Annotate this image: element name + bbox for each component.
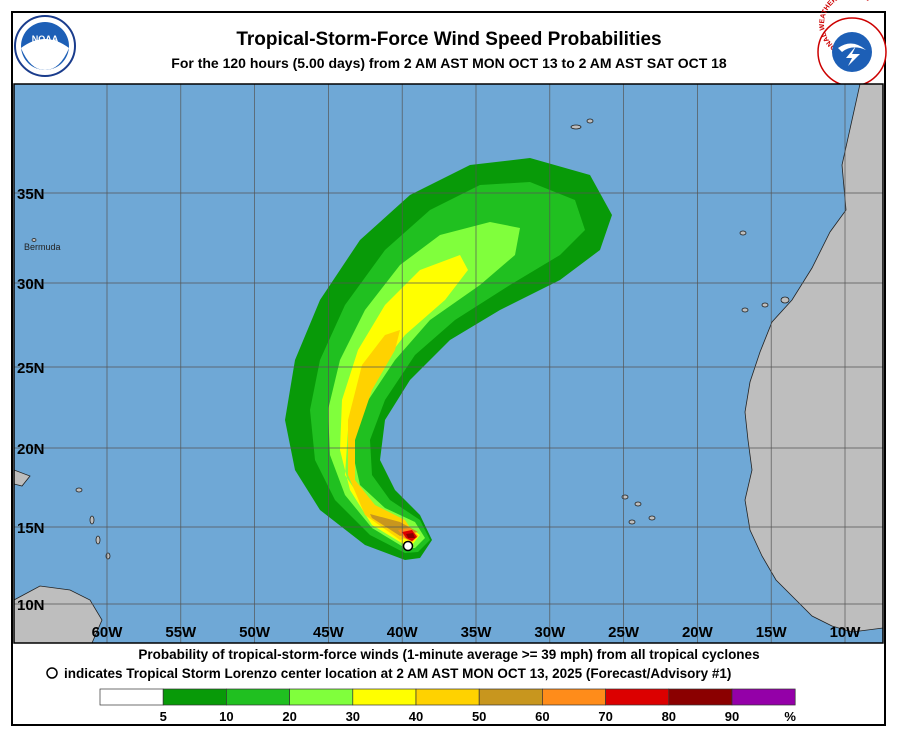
cape-verde	[648, 515, 656, 521]
legend-label: 40	[409, 709, 423, 724]
puerto-rico	[14, 469, 31, 487]
legend-label: 50	[472, 709, 486, 724]
legend-label: 90	[725, 709, 739, 724]
madeira	[739, 230, 747, 236]
noaa-text: NOAA	[32, 34, 59, 44]
lat-label: 30N	[17, 276, 45, 293]
canaries	[780, 296, 790, 304]
island	[89, 515, 95, 525]
lat-label: 15N	[17, 520, 45, 537]
subtitle: For the 120 hours (5.00 days) from 2 AM …	[171, 55, 727, 71]
lat-label: 35N	[17, 186, 45, 203]
swath-band	[406, 533, 415, 538]
canaries	[761, 302, 769, 308]
legend-swatch	[605, 688, 670, 706]
legend-swatch	[352, 688, 417, 706]
footer-line2: indicates Tropical Storm Lorenzo center …	[64, 666, 731, 681]
bermuda	[31, 238, 37, 242]
legend-swatch	[162, 688, 227, 706]
legend-swatch	[226, 688, 290, 706]
cape-verde	[634, 501, 642, 507]
legend-label: 30	[346, 709, 360, 724]
legend-swatch	[415, 688, 480, 706]
land	[14, 84, 883, 643]
noaa-logo: NOAA	[14, 15, 76, 77]
lon-label: 40W	[387, 624, 419, 641]
lon-label: 55W	[165, 624, 197, 641]
lon-label: 30W	[534, 624, 566, 641]
island	[105, 552, 111, 560]
lat-label: 10N	[17, 597, 45, 614]
footer-line1: Probability of tropical-storm-force wind…	[138, 647, 759, 662]
legend-label: 10	[219, 709, 233, 724]
cape-verde	[628, 519, 636, 525]
legend-swatch	[289, 688, 354, 706]
legend: 5 10 20 30 40 50 60 70 80 90%	[99, 688, 796, 724]
place-label: Bermuda	[24, 242, 61, 252]
map: Bermuda 35N 30N 25N 20N 15N 10N 60W 55W 50W 45W 40…	[14, 84, 883, 643]
lat-label: 20N	[17, 441, 45, 458]
island	[75, 487, 83, 493]
swath-band	[310, 182, 585, 553]
map-border	[13, 83, 884, 644]
graticule	[14, 84, 883, 643]
lon-label: 10W	[830, 624, 862, 641]
legend-label: 70	[598, 709, 612, 724]
cape-verde	[621, 494, 629, 500]
swath-band	[328, 222, 520, 548]
legend-swatch	[668, 688, 733, 706]
legend-label: 60	[535, 709, 549, 724]
storm-center	[402, 540, 414, 552]
lon-label: 20W	[682, 624, 714, 641]
lon-label: 15W	[756, 624, 788, 641]
lon-label: 25W	[608, 624, 640, 641]
lon-label: 60W	[92, 624, 124, 641]
ocean	[14, 84, 883, 643]
lon-label: 35W	[461, 624, 493, 641]
lon-label: 50W	[239, 624, 271, 641]
center-symbol	[46, 667, 58, 679]
title: Tropical-Storm-Force Wind Speed Probabil…	[236, 29, 661, 50]
canaries	[741, 307, 749, 313]
island	[95, 535, 101, 545]
legend-label: 80	[662, 709, 676, 724]
swath-band	[348, 330, 415, 540]
azores	[570, 124, 582, 130]
south-america	[14, 585, 103, 643]
probability-swath	[285, 158, 612, 560]
swath-band	[340, 255, 468, 545]
axis-labels: 35N 30N 25N 20N 15N 10N 60W 55W 50W 45W 40W 35W 30W 2…	[17, 186, 861, 641]
lon-label: 45W	[313, 624, 345, 641]
legend-label: 5	[160, 709, 167, 724]
legend-swatch	[731, 688, 796, 706]
lat-label: 25N	[17, 360, 45, 377]
legend-label: %	[784, 709, 796, 724]
legend-swatch	[478, 688, 543, 706]
azores	[586, 118, 594, 124]
legend-swatch	[542, 688, 606, 706]
legend-label: 20	[282, 709, 296, 724]
africa	[744, 84, 883, 633]
legend-swatch	[99, 688, 164, 706]
